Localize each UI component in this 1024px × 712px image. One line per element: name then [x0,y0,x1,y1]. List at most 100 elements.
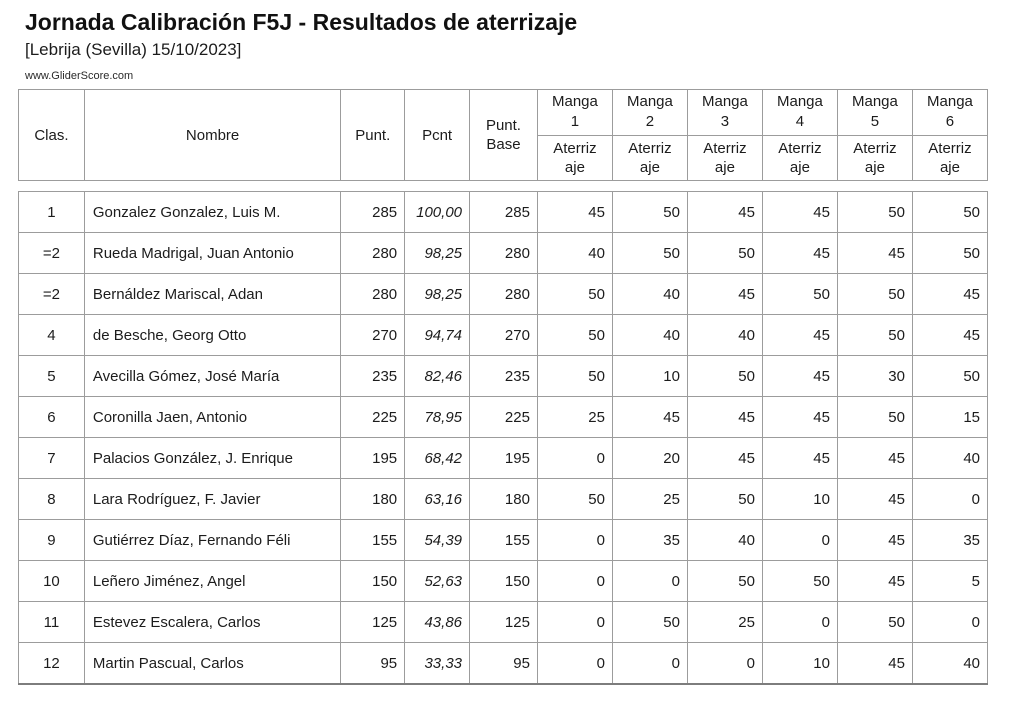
cell-manga-6: 0 [911,478,989,520]
cell-manga-2: 50 [611,232,688,274]
cell-manga-4: 45 [761,396,838,438]
table-row: 1 Gonzalez Gonzalez, Luis M. 285 100,00 … [18,191,989,233]
cell-manga-3: 50 [686,560,763,602]
cell-manga-6: 15 [911,396,989,438]
cell-manga-3: 40 [686,519,763,561]
header-cell-manga-6: Manga 6 [911,89,989,136]
header-cell-clas: Clas. [18,89,85,181]
aterrizaje-label: Aterrizaje [928,139,972,176]
cell-punt-base: 125 [469,601,538,643]
cell-punt-base: 155 [469,519,538,561]
cell-manga-5: 50 [836,273,913,315]
cell-clas: 1 [18,191,85,233]
cell-manga-6: 50 [911,355,989,397]
cell-manga-3: 40 [686,314,763,356]
header-cell-aterrizaje-3: Aterrizaje [686,134,763,181]
cell-punt: 285 [340,191,406,233]
manga-number: 4 [795,113,805,131]
cell-manga-3: 0 [686,642,763,685]
table-row: 9 Gutiérrez Díaz, Fernando Féli 155 54,3… [18,519,989,561]
cell-pcnt: 54,39 [404,519,471,561]
cell-manga-2: 10 [611,355,688,397]
cell-punt: 280 [340,273,406,315]
cell-manga-2: 25 [611,478,688,520]
table-row: 4 de Besche, Georg Otto 270 94,74 270 50… [18,314,989,356]
cell-punt-base: 280 [469,273,538,315]
manga-label: Manga [551,93,598,111]
cell-manga-5: 50 [836,191,913,233]
header-cell-manga-5: Manga 5 [836,89,913,136]
cell-nombre: de Besche, Georg Otto [83,314,342,356]
cell-nombre: Lara Rodríguez, F. Javier [83,478,342,520]
cell-manga-5: 45 [836,437,913,479]
cell-manga-4: 45 [761,232,838,274]
table-row: =2 Bernáldez Mariscal, Adan 280 98,25 28… [18,273,989,315]
cell-manga-4: 10 [761,642,838,685]
cell-nombre: Coronilla Jaen, Antonio [83,396,342,438]
cell-punt: 235 [340,355,406,397]
cell-pcnt: 68,42 [404,437,471,479]
manga-number: 6 [945,113,955,131]
cell-manga-5: 50 [836,396,913,438]
cell-punt-base: 150 [469,560,538,602]
cell-manga-6: 35 [911,519,989,561]
cell-manga-2: 40 [611,314,688,356]
cell-manga-2: 45 [611,396,688,438]
cell-manga-6: 40 [911,437,989,479]
cell-manga-3: 45 [686,437,763,479]
cell-punt-base: 235 [469,355,538,397]
cell-pcnt: 33,33 [404,642,471,685]
results-header-table: Clas. Nombre Punt. Pcnt Punt. Base Manga… [18,89,989,181]
cell-punt: 150 [340,560,406,602]
cell-manga-4: 45 [761,191,838,233]
cell-punt: 155 [340,519,406,561]
cell-punt-base: 225 [469,396,538,438]
cell-manga-3: 50 [686,232,763,274]
results-data-table: 1 Gonzalez Gonzalez, Luis M. 285 100,00 … [18,191,989,685]
header-cell-pcnt: Pcnt [404,89,471,181]
cell-nombre: Avecilla Gómez, José María [83,355,342,397]
header-cell-aterrizaje-6: Aterrizaje [911,134,989,181]
cell-clas: 9 [18,519,85,561]
cell-manga-4: 0 [761,601,838,643]
cell-clas: =2 [18,232,85,274]
cell-clas: 12 [18,642,85,685]
cell-manga-5: 45 [836,232,913,274]
aterrizaje-label: Aterrizaje [553,139,597,176]
cell-punt-base: 95 [469,642,538,685]
cell-manga-6: 50 [911,232,989,274]
cell-manga-1: 25 [536,396,613,438]
page-title: Jornada Calibración F5J - Resultados de … [25,9,578,35]
cell-manga-2: 40 [611,273,688,315]
cell-manga-6: 45 [911,273,989,315]
cell-manga-1: 50 [536,355,613,397]
cell-manga-4: 10 [761,478,838,520]
manga-number: 2 [645,113,655,131]
cell-pcnt: 63,16 [404,478,471,520]
manga-number: 5 [870,113,880,131]
cell-manga-6: 0 [911,601,989,643]
cell-manga-3: 45 [686,396,763,438]
cell-manga-2: 0 [611,560,688,602]
cell-manga-2: 50 [611,601,688,643]
manga-label: Manga [626,93,673,111]
cell-manga-6: 40 [911,642,989,685]
cell-manga-1: 0 [536,601,613,643]
header-cell-aterrizaje-2: Aterrizaje [611,134,688,181]
cell-pcnt: 82,46 [404,355,471,397]
table-row: 8 Lara Rodríguez, F. Javier 180 63,16 18… [18,478,989,520]
event-location-date: [Lebrija (Sevilla) 15/10/2023] [25,40,242,59]
table-row: 12 Martin Pascual, Carlos 95 33,33 95 0 … [18,642,989,685]
cell-pcnt: 52,63 [404,560,471,602]
header-cell-aterrizaje-4: Aterrizaje [761,134,838,181]
cell-manga-2: 35 [611,519,688,561]
manga-label: Manga [927,93,973,111]
cell-nombre: Martin Pascual, Carlos [83,642,342,685]
cell-manga-6: 45 [911,314,989,356]
cell-pcnt: 98,25 [404,232,471,274]
cell-manga-4: 50 [761,560,838,602]
cell-manga-1: 0 [536,437,613,479]
cell-manga-3: 45 [686,191,763,233]
header-cell-punt: Punt. [340,89,406,181]
cell-manga-1: 0 [536,519,613,561]
